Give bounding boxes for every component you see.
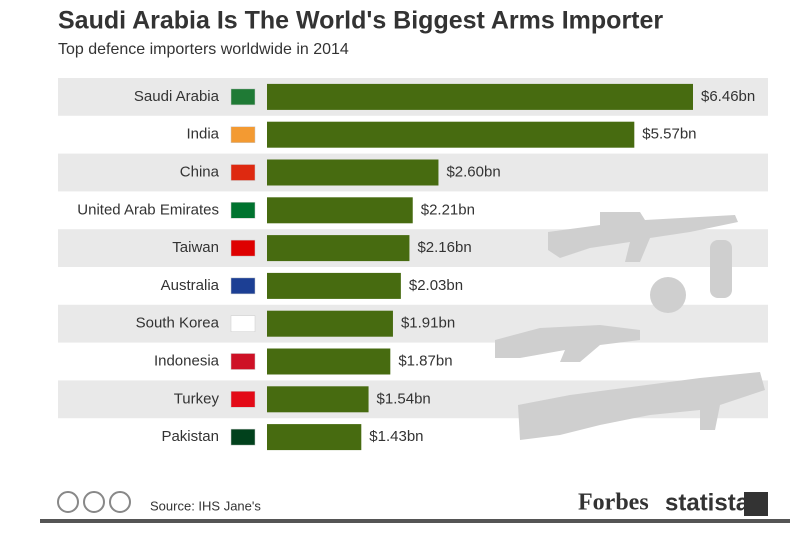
value-label: $6.46bn [701,88,755,105]
bar [267,159,439,186]
value-label: $2.16bn [417,239,471,256]
brand-forbes: Forbes [578,490,649,516]
category-label: China [180,163,220,180]
bar [267,197,413,224]
weapon-silhouettes [495,212,765,440]
bar [267,235,410,262]
brand-statista: statista [665,489,750,516]
category-label: Indonesia [154,352,220,369]
bar [267,424,362,451]
value-label: $1.87bn [398,352,452,369]
row-stripe [58,304,768,343]
bar [267,272,401,299]
chart-subtitle: Top defence importers worldwide in 2014 [58,41,349,58]
value-label: $1.91bn [401,315,455,332]
chart-title: Saudi Arabia Is The World's Biggest Arms… [58,7,663,35]
category-label: Turkey [174,390,220,407]
bottom-rule [40,519,790,523]
flag [230,164,256,181]
value-label: $5.57bn [642,126,696,143]
category-label: Saudi Arabia [134,88,220,105]
flag [230,353,256,370]
bar [267,83,693,110]
bar [267,348,391,375]
license-icons [57,491,131,513]
flag [230,88,256,106]
flag [230,391,256,408]
bar [267,310,393,337]
flag [230,315,256,332]
flag [230,277,256,295]
flag [230,428,256,446]
value-label: $2.03bn [409,277,463,294]
value-label: $1.54bn [377,390,431,407]
flag [230,126,256,143]
flag [230,202,256,219]
category-label: South Korea [136,315,220,332]
category-label: Taiwan [172,239,219,256]
category-label: Pakistan [161,428,219,445]
value-label: $2.60bn [446,163,500,180]
category-label: United Arab Emirates [77,201,219,218]
brand-logo [744,492,768,516]
bar [267,121,635,148]
bar [267,386,369,413]
value-label: $2.21bn [421,201,475,218]
source: Source: IHS Jane's [150,498,261,513]
flag [230,239,256,257]
value-label: $1.43bn [369,428,423,445]
category-label: Australia [161,277,220,294]
category-label: India [186,126,219,143]
